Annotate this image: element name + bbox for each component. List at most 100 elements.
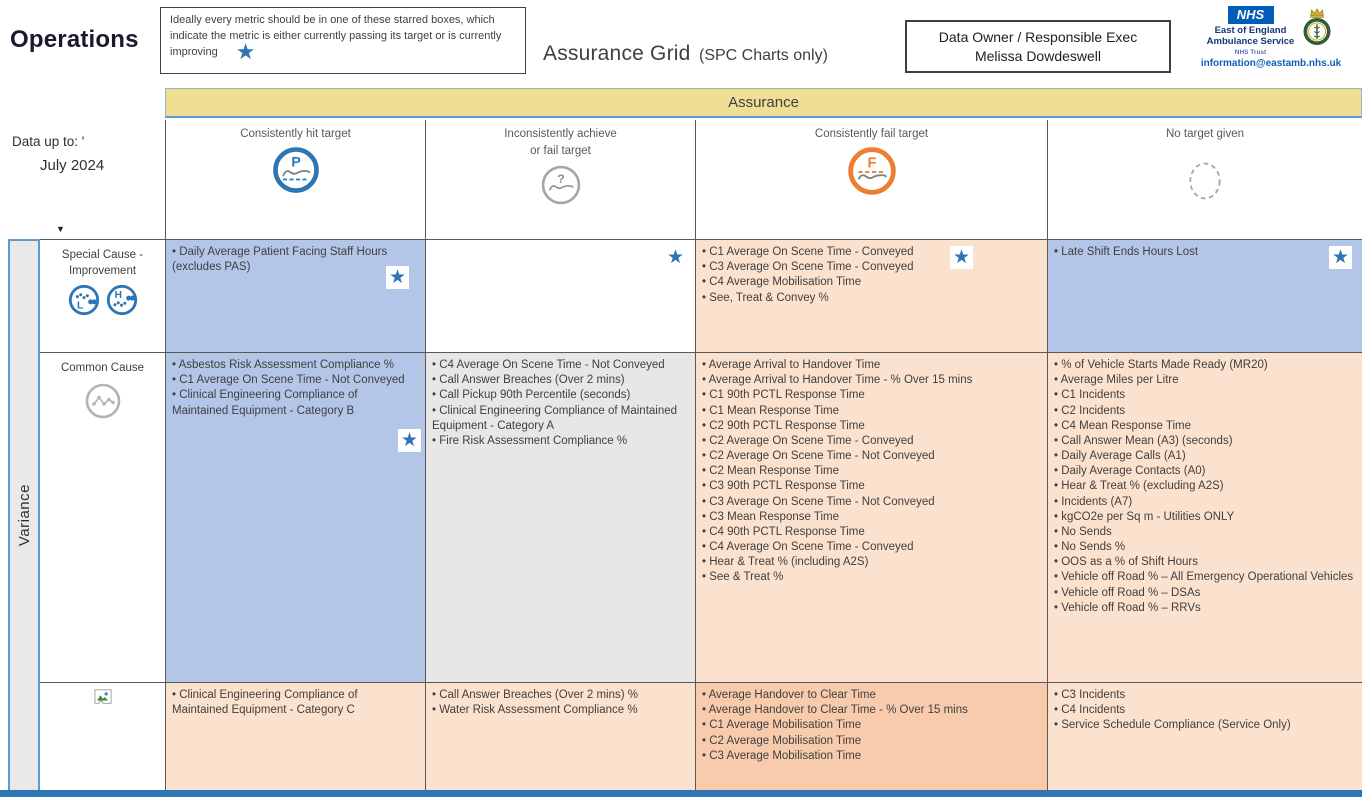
cell-special-cause-inconsistent: ★ bbox=[425, 239, 695, 352]
metric-item: Fire Risk Assessment Compliance % bbox=[432, 434, 687, 449]
metric-item: Clinical Engineering Compliance of Maint… bbox=[172, 688, 417, 718]
metric-item: Call Pickup 90th Percentile (seconds) bbox=[432, 388, 687, 403]
metric-list: Call Answer Breaches (Over 2 mins) %Wate… bbox=[432, 688, 687, 718]
metric-item: C2 Average Mobilisation Time bbox=[702, 734, 1039, 749]
data-up-to-label: Data up to: ' bbox=[12, 134, 85, 149]
variance-axis-band: Variance bbox=[8, 239, 40, 790]
column-header-hit-target: Consistently hit target P bbox=[165, 120, 425, 239]
dropdown-arrow-icon[interactable]: ▼ bbox=[56, 224, 65, 234]
owner-label: Data Owner / Responsible Exec bbox=[938, 28, 1138, 45]
column-header-label: Inconsistently achieve or fail target bbox=[504, 128, 617, 158]
metric-item: C2 Average On Scene Time - Conveyed bbox=[702, 434, 1039, 449]
cell-common-cause-inconsistent: C4 Average On Scene Time - Not ConveyedC… bbox=[425, 352, 695, 682]
metric-item: C2 Incidents bbox=[1054, 404, 1354, 419]
metric-item: C1 Mean Response Time bbox=[702, 404, 1039, 419]
metric-item: C1 Incidents bbox=[1054, 388, 1354, 403]
column-header-inconsistent: Inconsistently achieve or fail target ? bbox=[425, 120, 695, 239]
metric-item: C4 90th PCTL Response Time bbox=[702, 525, 1039, 540]
cell-other-fail-target: Average Handover to Clear TimeAverage Ha… bbox=[695, 682, 1047, 790]
metric-item: No Sends % bbox=[1054, 540, 1354, 555]
grid-title-suffix: (SPC Charts only) bbox=[698, 47, 828, 64]
metric-item: C2 Average On Scene Time - Not Conveyed bbox=[702, 449, 1039, 464]
ambulance-crest-icon bbox=[1303, 8, 1331, 45]
metric-item: Incidents (A7) bbox=[1054, 495, 1354, 510]
metric-list: C1 Average On Scene Time - ConveyedC3 Av… bbox=[702, 245, 1039, 306]
trust-label: NHS Trust bbox=[1234, 48, 1267, 56]
metric-item: Daily Average Patient Facing Staff Hours… bbox=[172, 245, 417, 275]
metric-item: Asbestos Risk Assessment Compliance % bbox=[172, 358, 417, 373]
cell-common-cause-hit-target: Asbestos Risk Assessment Compliance %C1 … bbox=[165, 352, 425, 682]
cell-special-cause-hit-target: Daily Average Patient Facing Staff Hours… bbox=[165, 239, 425, 352]
star-icon: ★ bbox=[950, 246, 974, 269]
row-label-text: Common Cause bbox=[60, 362, 145, 374]
metric-item: Call Answer Mean (A3) (seconds) bbox=[1054, 434, 1354, 449]
metric-item: C3 Incidents bbox=[1054, 688, 1354, 703]
metric-item: Average Arrival to Handover Time bbox=[702, 358, 1039, 373]
metric-item: C3 Mean Response Time bbox=[702, 510, 1039, 525]
metric-item: C1 Average On Scene Time - Conveyed bbox=[702, 245, 1039, 260]
metric-item: Average Miles per Litre bbox=[1054, 373, 1354, 388]
metric-item: C1 Average On Scene Time - Not Conveyed bbox=[172, 373, 417, 388]
nhs-logo: NHS East of England Ambulance Service NH… bbox=[1182, 6, 1360, 69]
broken-image-icon bbox=[93, 689, 112, 704]
pass-target-icon: P bbox=[272, 147, 319, 194]
assurance-axis-label: Assurance bbox=[728, 94, 799, 111]
metric-item: C1 90th PCTL Response Time bbox=[702, 388, 1039, 403]
metric-item: C4 Mean Response Time bbox=[1054, 419, 1354, 434]
metric-item: C2 Mean Response Time bbox=[702, 464, 1039, 479]
metric-list: Late Shift Ends Hours Lost bbox=[1054, 245, 1354, 260]
metric-item: C4 Incidents bbox=[1054, 703, 1354, 718]
metric-item: C2 90th PCTL Response Time bbox=[702, 419, 1039, 434]
column-header-label: Consistently hit target bbox=[240, 128, 351, 140]
row-label-special-cause-improvement: Special Cause - Improvement L H bbox=[40, 239, 165, 352]
metric-item: Average Handover to Clear Time - % Over … bbox=[702, 703, 1039, 718]
metric-item: C3 Average Mobilisation Time bbox=[702, 749, 1039, 764]
grid-title: Assurance Grid (SPC Charts only) bbox=[543, 42, 828, 66]
svg-text:F: F bbox=[867, 156, 876, 172]
star-icon: ★ bbox=[1328, 246, 1352, 269]
row-label-other-cause bbox=[40, 682, 165, 790]
metric-item: Daily Average Calls (A1) bbox=[1054, 449, 1354, 464]
special-cause-high-icon: H bbox=[106, 284, 137, 316]
metric-item: C1 Average Mobilisation Time bbox=[702, 718, 1039, 733]
metric-list: Daily Average Patient Facing Staff Hours… bbox=[172, 245, 417, 275]
cell-other-hit-target: Clinical Engineering Compliance of Maint… bbox=[165, 682, 425, 790]
metric-item: Vehicle off Road % – DSAs bbox=[1054, 586, 1354, 601]
grid-title-main: Assurance Grid bbox=[543, 42, 691, 65]
svg-text:P: P bbox=[291, 154, 300, 170]
row-label-text: Special Cause - Improvement bbox=[61, 249, 144, 277]
metric-list: Asbestos Risk Assessment Compliance %C1 … bbox=[172, 358, 417, 419]
note-text: Ideally every metric should be in one of… bbox=[170, 14, 502, 58]
no-target-icon bbox=[1189, 162, 1221, 200]
metric-list: C3 IncidentsC4 IncidentsService Schedule… bbox=[1054, 688, 1354, 734]
org-name-line1: East of England bbox=[1214, 25, 1287, 36]
metric-item: Late Shift Ends Hours Lost bbox=[1054, 245, 1354, 260]
column-header-label: No target given bbox=[1166, 128, 1244, 140]
data-up-to-value[interactable]: July 2024 bbox=[40, 157, 105, 174]
cell-other-inconsistent: Call Answer Breaches (Over 2 mins) %Wate… bbox=[425, 682, 695, 790]
org-name-line2: Ambulance Service bbox=[1206, 35, 1295, 47]
cell-special-cause-fail-target: C1 Average On Scene Time - ConveyedC3 Av… bbox=[695, 239, 1047, 352]
data-up-to-slicer[interactable]: Data up to: ' July 2024 ▼ bbox=[0, 122, 165, 239]
column-header-fail-target: Consistently fail target F bbox=[695, 120, 1047, 239]
metric-list: % of Vehicle Starts Made Ready (MR20)Ave… bbox=[1054, 358, 1354, 616]
metric-list: Average Arrival to Handover TimeAverage … bbox=[702, 358, 1039, 586]
column-header-label: Consistently fail target bbox=[814, 128, 929, 140]
fail-target-icon: F bbox=[847, 147, 896, 195]
metric-item: Daily Average Contacts (A0) bbox=[1054, 464, 1354, 479]
star-icon: ★ bbox=[385, 266, 409, 289]
metric-item: C4 Average On Scene Time - Conveyed bbox=[702, 540, 1039, 555]
metric-item: Hear & Treat % (excluding A2S) bbox=[1054, 479, 1354, 494]
metric-item: kgCO2e per Sq m - Utilities ONLY bbox=[1054, 510, 1354, 525]
metric-item: Service Schedule Compliance (Service Onl… bbox=[1054, 718, 1354, 733]
star-icon: ★ bbox=[397, 429, 421, 452]
data-owner-box: Data Owner / Responsible Exec Melissa Do… bbox=[905, 20, 1171, 73]
cell-special-cause-no-target: Late Shift Ends Hours Lost ★ bbox=[1047, 239, 1362, 352]
query-target-icon: ? bbox=[541, 165, 580, 204]
bottom-border-strip bbox=[0, 790, 1362, 797]
cell-common-cause-no-target: % of Vehicle Starts Made Ready (MR20)Ave… bbox=[1047, 352, 1362, 682]
variance-axis-label: Variance bbox=[15, 484, 33, 547]
metric-item: Call Answer Breaches (Over 2 mins) % bbox=[432, 688, 687, 703]
starred-note-box: Ideally every metric should be in one of… bbox=[160, 7, 526, 74]
